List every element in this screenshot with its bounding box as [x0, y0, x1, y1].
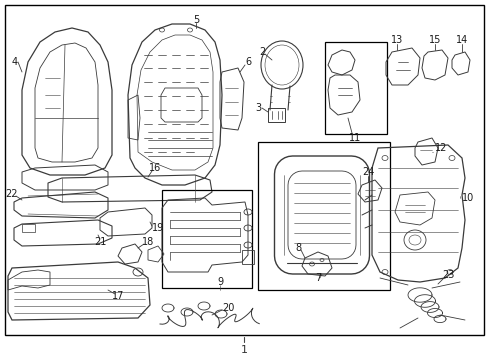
Text: 3: 3 [254, 103, 261, 113]
Text: 12: 12 [434, 143, 447, 153]
Text: 7: 7 [314, 273, 321, 283]
Text: 13: 13 [390, 35, 402, 45]
Text: 21: 21 [94, 237, 106, 247]
Text: 5: 5 [192, 15, 199, 25]
Text: 10: 10 [461, 193, 473, 203]
Text: 17: 17 [112, 291, 124, 301]
Text: 20: 20 [222, 303, 234, 313]
Bar [258, 142, 389, 290]
Text: 1: 1 [240, 345, 247, 355]
Text: 19: 19 [152, 223, 164, 233]
Text: 23: 23 [441, 270, 453, 280]
Bar [325, 42, 386, 134]
Text: 18: 18 [142, 237, 154, 247]
Text: 15: 15 [428, 35, 440, 45]
Text: 4: 4 [12, 57, 18, 67]
Text: 24: 24 [361, 167, 373, 177]
Text: 16: 16 [148, 163, 161, 173]
Text: 2: 2 [258, 47, 264, 57]
Text: 14: 14 [455, 35, 467, 45]
Text: 6: 6 [244, 57, 250, 67]
Text: 8: 8 [294, 243, 301, 253]
Text: 22: 22 [6, 189, 18, 199]
Text: 11: 11 [348, 133, 360, 143]
Bar [162, 190, 251, 288]
Text: 9: 9 [217, 277, 223, 287]
Bar [242, 250, 253, 264]
